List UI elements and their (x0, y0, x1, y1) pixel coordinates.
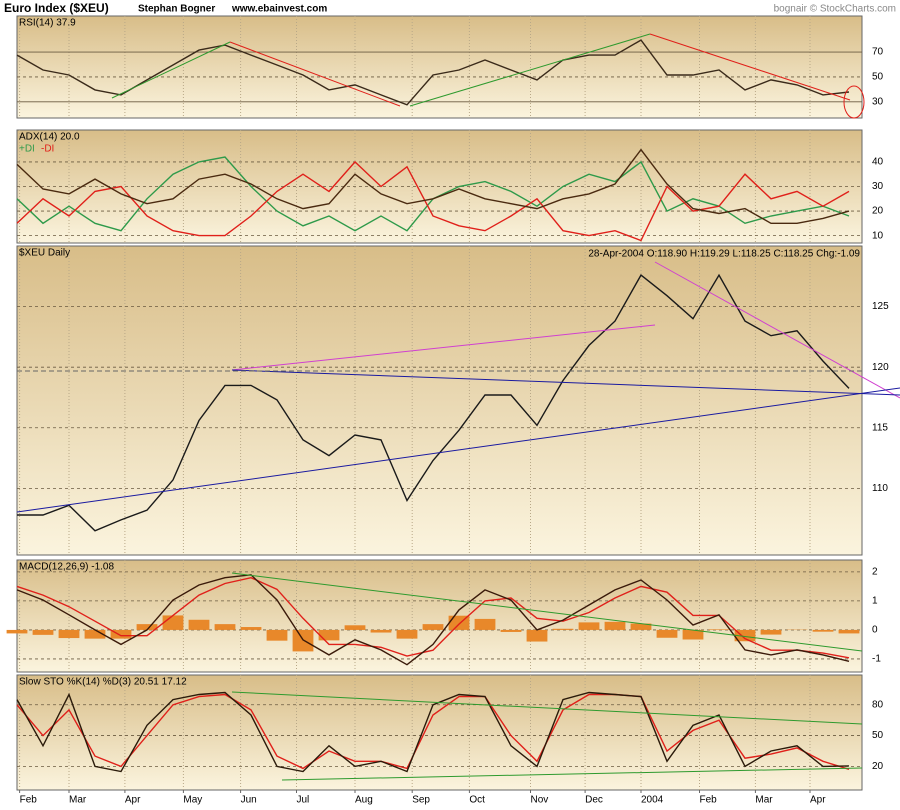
histogram-bar (162, 615, 184, 630)
x-tick-label: Jul (297, 795, 310, 806)
panel-bg (16, 15, 863, 119)
histogram-bar (552, 628, 574, 630)
series-line (16, 160, 850, 242)
histogram-bar (214, 624, 236, 630)
panel-title: $XEU Daily (19, 248, 70, 259)
histogram-bar (682, 629, 704, 640)
histogram-bar (240, 627, 262, 630)
histogram-bar (110, 629, 132, 639)
y-tick-label: 20 (872, 206, 884, 217)
y-tick-label: 30 (872, 181, 884, 192)
x-tick-label: Feb (20, 795, 38, 806)
author: Stephan Bogner (138, 4, 215, 15)
histogram-bar (266, 629, 288, 641)
y-tick-label: 110 (872, 483, 888, 494)
x-tick-label: Nov (531, 795, 549, 806)
panel-title: ADX(14) 20.0 (19, 132, 80, 143)
legend-entry: -DI (41, 144, 54, 155)
histogram-bar (630, 623, 652, 630)
y-tick-label: 80 (872, 699, 884, 710)
y-tick-label: 40 (872, 157, 884, 168)
histogram-bar (760, 629, 782, 635)
series-line (16, 691, 850, 773)
histogram-bar (32, 629, 54, 635)
series-line (16, 693, 850, 770)
histogram-bar (734, 629, 756, 642)
series-line (16, 148, 850, 224)
y-tick-label: 120 (872, 362, 889, 373)
y-tick-label: 30 (872, 96, 884, 107)
panel-bg (16, 559, 863, 673)
panel-title: Slow STO %K(14) %D(3) 20.51 17.12 (19, 677, 187, 688)
y-tick-label: 70 (872, 47, 884, 58)
y-tick-label: 0 (872, 625, 878, 636)
series-line (16, 574, 850, 666)
legend-entry: +DI (19, 144, 35, 155)
trendlines (16, 33, 900, 781)
histogram-bar (318, 629, 340, 641)
panel-title: RSI(14) 37.9 (19, 18, 76, 29)
x-tick-label: Apr (125, 795, 141, 806)
x-tick-label: Sep (412, 795, 430, 806)
histogram-bar (344, 625, 366, 630)
histogram-bar (838, 629, 860, 634)
histogram-bar (708, 629, 730, 630)
series-line (16, 39, 850, 106)
histogram-bar (84, 629, 106, 639)
x-tick-label: Aug (355, 795, 373, 806)
x-tick-label: Oct (469, 795, 485, 806)
credit: bognair © StockCharts.com (774, 4, 896, 15)
histogram-bar (58, 629, 80, 639)
series-line (17, 273, 850, 532)
series-line (16, 576, 850, 659)
panel-title: MACD(12,26,9) -1.08 (19, 562, 114, 573)
y-tick-label: 50 (872, 730, 884, 741)
site: www.ebainvest.com (231, 4, 327, 15)
x-tick-label: 2004 (641, 795, 664, 806)
panel-subtitle: 28-Apr-2004 O:118.90 H:119.29 L:118.25 C… (588, 249, 860, 260)
histogram-bar (6, 629, 28, 634)
histogram-bar (136, 624, 158, 630)
histogram-bar (526, 629, 548, 642)
histogram-bar (292, 629, 314, 652)
chart-title: Euro Index ($XEU) (4, 1, 109, 15)
histogram-bar (656, 629, 678, 638)
x-tick-label: May (183, 795, 202, 806)
histogram-bar (578, 622, 600, 630)
histogram-bar (422, 624, 444, 630)
panel-bg (16, 245, 863, 556)
y-tick-label: 10 (872, 230, 884, 241)
histogram-bar (370, 629, 392, 633)
x-tick-label: Apr (810, 795, 826, 806)
x-tick-label: Dec (585, 795, 603, 806)
x-tick-label: Jun (241, 795, 257, 806)
histogram-bar (396, 629, 418, 639)
y-tick-label: 2 (872, 567, 878, 578)
x-tick-label: Mar (755, 795, 773, 806)
y-tick-label: 20 (872, 761, 884, 772)
y-tick-label: -1 (872, 654, 881, 665)
y-tick-label: 50 (872, 72, 884, 83)
histogram-bar (188, 619, 210, 630)
x-tick-label: Mar (69, 795, 87, 806)
histogram-bar (604, 621, 626, 630)
y-tick-label: 125 (872, 301, 889, 312)
y-tick-label: 115 (872, 422, 888, 433)
y-tick-label: 1 (872, 596, 878, 607)
histogram-bar (500, 629, 522, 632)
histogram-bar (474, 618, 496, 630)
x-tick-label: Feb (700, 795, 718, 806)
histogram-bar (812, 629, 834, 632)
